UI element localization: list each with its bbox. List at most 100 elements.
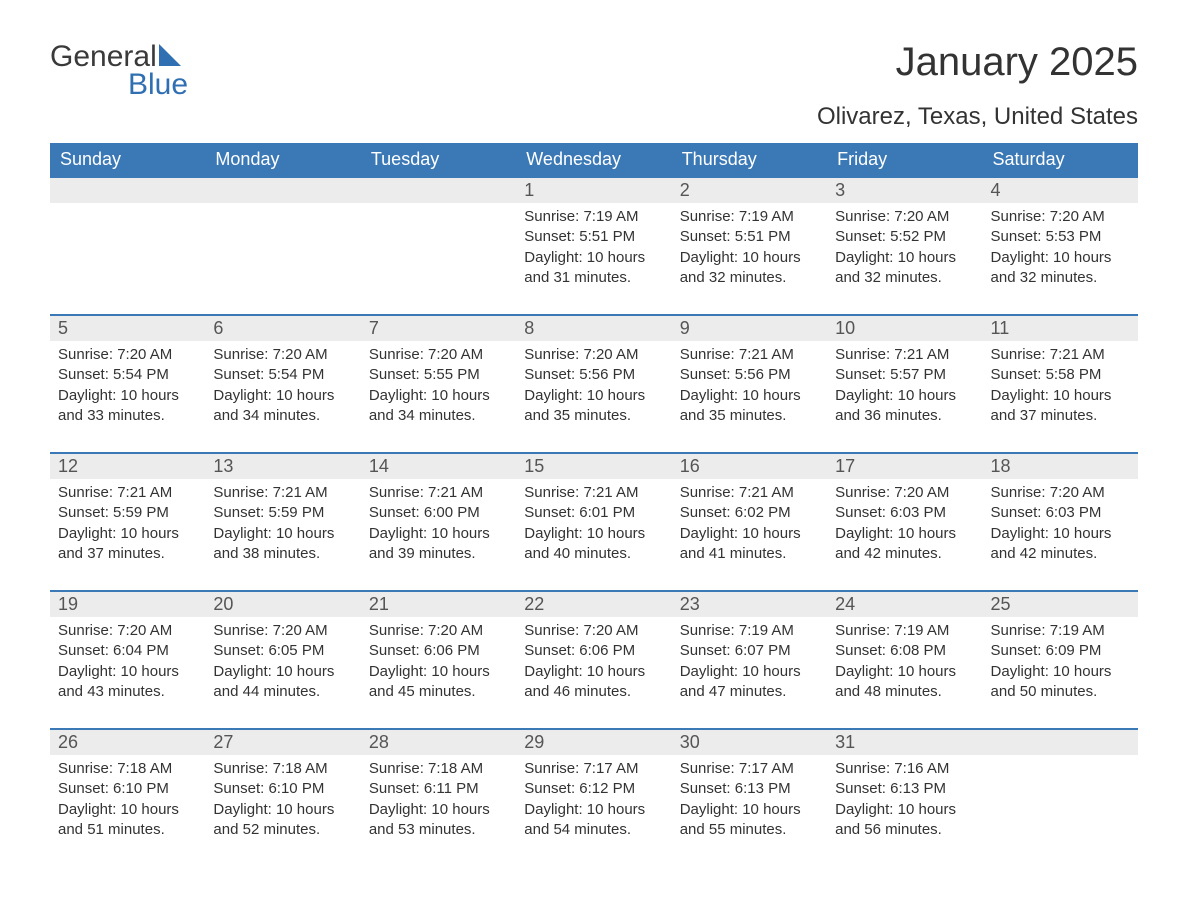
sunset-text: Sunset: 6:01 PM (524, 503, 663, 523)
daylight-text: Daylight: 10 hours and 48 minutes. (835, 662, 974, 703)
day-details: Sunrise: 7:21 AMSunset: 5:59 PMDaylight:… (50, 479, 205, 568)
daylight-text: Daylight: 10 hours and 50 minutes. (991, 662, 1130, 703)
sunrise-text: Sunrise: 7:20 AM (991, 207, 1130, 227)
day-details: Sunrise: 7:19 AMSunset: 6:08 PMDaylight:… (827, 617, 982, 706)
sunrise-text: Sunrise: 7:21 AM (835, 345, 974, 365)
calendar-cell: 22Sunrise: 7:20 AMSunset: 6:06 PMDayligh… (516, 591, 671, 729)
sunrise-text: Sunrise: 7:21 AM (524, 483, 663, 503)
calendar-cell: 31Sunrise: 7:16 AMSunset: 6:13 PMDayligh… (827, 729, 982, 867)
daylight-text: Daylight: 10 hours and 52 minutes. (213, 800, 352, 841)
sunrise-text: Sunrise: 7:20 AM (524, 621, 663, 641)
sunset-text: Sunset: 5:54 PM (58, 365, 197, 385)
sunrise-text: Sunrise: 7:20 AM (991, 483, 1130, 503)
sunset-text: Sunset: 5:56 PM (680, 365, 819, 385)
day-details: Sunrise: 7:18 AMSunset: 6:11 PMDaylight:… (361, 755, 516, 844)
day-number: 8 (516, 316, 671, 341)
sunrise-text: Sunrise: 7:21 AM (680, 345, 819, 365)
daylight-text: Daylight: 10 hours and 51 minutes. (58, 800, 197, 841)
daylight-text: Daylight: 10 hours and 37 minutes. (58, 524, 197, 565)
sunset-text: Sunset: 5:56 PM (524, 365, 663, 385)
daylight-text: Daylight: 10 hours and 40 minutes. (524, 524, 663, 565)
daylight-text: Daylight: 10 hours and 46 minutes. (524, 662, 663, 703)
daylight-text: Daylight: 10 hours and 32 minutes. (991, 248, 1130, 289)
sunset-text: Sunset: 5:51 PM (524, 227, 663, 247)
sunrise-text: Sunrise: 7:18 AM (58, 759, 197, 779)
daylight-text: Daylight: 10 hours and 33 minutes. (58, 386, 197, 427)
sunset-text: Sunset: 5:54 PM (213, 365, 352, 385)
sunset-text: Sunset: 6:07 PM (680, 641, 819, 661)
calendar-cell (983, 729, 1138, 867)
calendar-week: 5Sunrise: 7:20 AMSunset: 5:54 PMDaylight… (50, 315, 1138, 453)
daylight-text: Daylight: 10 hours and 44 minutes. (213, 662, 352, 703)
sunrise-text: Sunrise: 7:19 AM (524, 207, 663, 227)
daylight-text: Daylight: 10 hours and 34 minutes. (369, 386, 508, 427)
calendar-cell: 17Sunrise: 7:20 AMSunset: 6:03 PMDayligh… (827, 453, 982, 591)
sunset-text: Sunset: 6:02 PM (680, 503, 819, 523)
logo-text-blue: Blue (128, 68, 188, 102)
day-details: Sunrise: 7:16 AMSunset: 6:13 PMDaylight:… (827, 755, 982, 844)
calendar-week: 19Sunrise: 7:20 AMSunset: 6:04 PMDayligh… (50, 591, 1138, 729)
day-details: Sunrise: 7:18 AMSunset: 6:10 PMDaylight:… (50, 755, 205, 844)
calendar-cell: 5Sunrise: 7:20 AMSunset: 5:54 PMDaylight… (50, 315, 205, 453)
calendar-cell: 28Sunrise: 7:18 AMSunset: 6:11 PMDayligh… (361, 729, 516, 867)
day-number: 12 (50, 454, 205, 479)
day-number: 1 (516, 178, 671, 203)
sunset-text: Sunset: 6:09 PM (991, 641, 1130, 661)
day-header: Friday (827, 143, 982, 177)
daylight-text: Daylight: 10 hours and 39 minutes. (369, 524, 508, 565)
day-number: 19 (50, 592, 205, 617)
calendar-cell: 16Sunrise: 7:21 AMSunset: 6:02 PMDayligh… (672, 453, 827, 591)
day-number: 22 (516, 592, 671, 617)
daylight-text: Daylight: 10 hours and 41 minutes. (680, 524, 819, 565)
day-header: Sunday (50, 143, 205, 177)
calendar-cell: 4Sunrise: 7:20 AMSunset: 5:53 PMDaylight… (983, 177, 1138, 315)
calendar-week: 12Sunrise: 7:21 AMSunset: 5:59 PMDayligh… (50, 453, 1138, 591)
calendar-cell: 27Sunrise: 7:18 AMSunset: 6:10 PMDayligh… (205, 729, 360, 867)
calendar-week: 26Sunrise: 7:18 AMSunset: 6:10 PMDayligh… (50, 729, 1138, 867)
day-header: Monday (205, 143, 360, 177)
sunset-text: Sunset: 5:51 PM (680, 227, 819, 247)
sunset-text: Sunset: 6:06 PM (369, 641, 508, 661)
calendar-cell: 1Sunrise: 7:19 AMSunset: 5:51 PMDaylight… (516, 177, 671, 315)
calendar-cell: 12Sunrise: 7:21 AMSunset: 5:59 PMDayligh… (50, 453, 205, 591)
sunrise-text: Sunrise: 7:19 AM (680, 621, 819, 641)
calendar-cell: 30Sunrise: 7:17 AMSunset: 6:13 PMDayligh… (672, 729, 827, 867)
day-number: 13 (205, 454, 360, 479)
sunrise-text: Sunrise: 7:21 AM (369, 483, 508, 503)
day-details: Sunrise: 7:20 AMSunset: 5:54 PMDaylight:… (50, 341, 205, 430)
calendar-cell: 29Sunrise: 7:17 AMSunset: 6:12 PMDayligh… (516, 729, 671, 867)
sunset-text: Sunset: 6:12 PM (524, 779, 663, 799)
day-details: Sunrise: 7:20 AMSunset: 5:53 PMDaylight:… (983, 203, 1138, 292)
sunrise-text: Sunrise: 7:20 AM (213, 345, 352, 365)
day-number: 23 (672, 592, 827, 617)
sunset-text: Sunset: 5:57 PM (835, 365, 974, 385)
day-header-row: Sunday Monday Tuesday Wednesday Thursday… (50, 143, 1138, 177)
sunrise-text: Sunrise: 7:17 AM (524, 759, 663, 779)
sunset-text: Sunset: 6:10 PM (213, 779, 352, 799)
day-number (50, 178, 205, 203)
daylight-text: Daylight: 10 hours and 32 minutes. (680, 248, 819, 289)
day-number: 24 (827, 592, 982, 617)
calendar-cell: 19Sunrise: 7:20 AMSunset: 6:04 PMDayligh… (50, 591, 205, 729)
day-number: 17 (827, 454, 982, 479)
calendar-cell: 14Sunrise: 7:21 AMSunset: 6:00 PMDayligh… (361, 453, 516, 591)
calendar-cell: 15Sunrise: 7:21 AMSunset: 6:01 PMDayligh… (516, 453, 671, 591)
day-details: Sunrise: 7:20 AMSunset: 6:05 PMDaylight:… (205, 617, 360, 706)
daylight-text: Daylight: 10 hours and 53 minutes. (369, 800, 508, 841)
day-details: Sunrise: 7:20 AMSunset: 6:06 PMDaylight:… (516, 617, 671, 706)
daylight-text: Daylight: 10 hours and 43 minutes. (58, 662, 197, 703)
day-header: Wednesday (516, 143, 671, 177)
sunset-text: Sunset: 6:11 PM (369, 779, 508, 799)
sunrise-text: Sunrise: 7:16 AM (835, 759, 974, 779)
sunrise-text: Sunrise: 7:18 AM (369, 759, 508, 779)
day-details: Sunrise: 7:20 AMSunset: 5:56 PMDaylight:… (516, 341, 671, 430)
sunset-text: Sunset: 6:10 PM (58, 779, 197, 799)
sunset-text: Sunset: 6:06 PM (524, 641, 663, 661)
day-details: Sunrise: 7:21 AMSunset: 5:58 PMDaylight:… (983, 341, 1138, 430)
day-number: 29 (516, 730, 671, 755)
day-details: Sunrise: 7:21 AMSunset: 5:59 PMDaylight:… (205, 479, 360, 568)
calendar-cell: 8Sunrise: 7:20 AMSunset: 5:56 PMDaylight… (516, 315, 671, 453)
sunrise-text: Sunrise: 7:19 AM (991, 621, 1130, 641)
day-details: Sunrise: 7:17 AMSunset: 6:13 PMDaylight:… (672, 755, 827, 844)
day-details: Sunrise: 7:20 AMSunset: 6:03 PMDaylight:… (827, 479, 982, 568)
